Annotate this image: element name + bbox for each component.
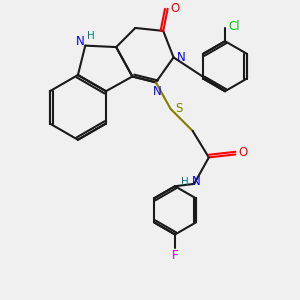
Text: H: H: [182, 176, 189, 187]
Text: S: S: [175, 102, 182, 116]
Text: F: F: [172, 249, 178, 262]
Text: N: N: [76, 35, 84, 48]
Text: H: H: [87, 31, 94, 41]
Text: N: N: [153, 85, 162, 98]
Text: O: O: [170, 2, 180, 15]
Text: O: O: [238, 146, 247, 160]
Text: Cl: Cl: [228, 20, 240, 33]
Text: N: N: [192, 175, 201, 188]
Text: N: N: [176, 51, 185, 64]
